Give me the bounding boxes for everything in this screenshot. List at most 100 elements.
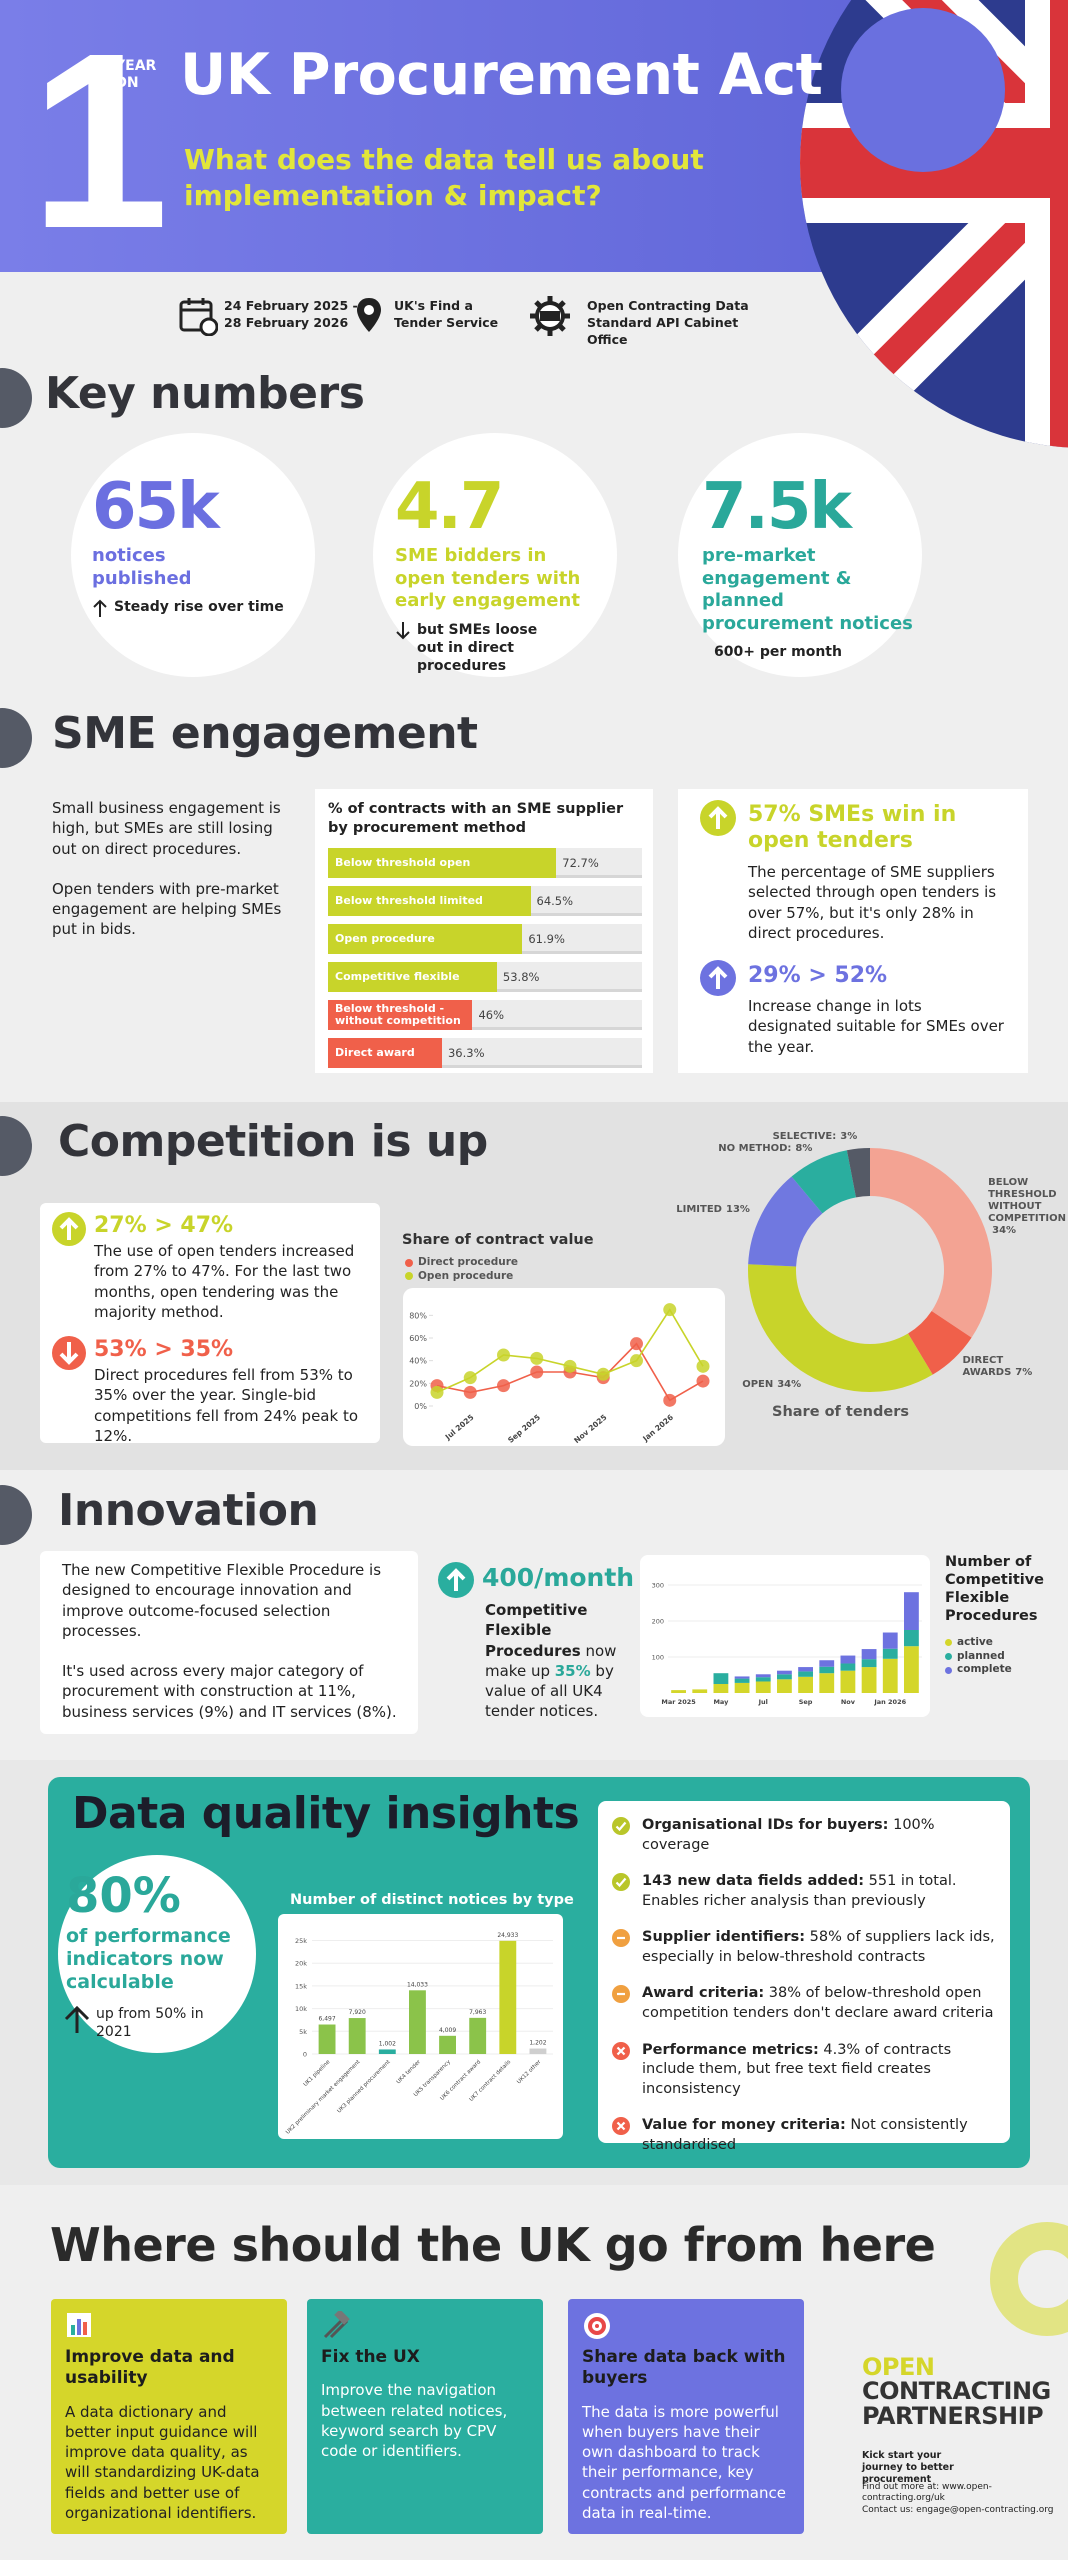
arrow-up [64, 2005, 90, 2033]
pin-icon [357, 298, 381, 332]
shape [64, 2005, 90, 2033]
slice-name: OPEN [742, 1378, 774, 1390]
tagline: Kick start your journey to better procur… [862, 2450, 954, 2485]
stat: 4.7 SME bidders in open tenders with ear… [395, 475, 610, 675]
y-tick-label: 10k [295, 2005, 307, 2013]
bar-segment [777, 1670, 792, 1675]
slice-name: LIMITED [676, 1204, 722, 1216]
value-label: 72.7% [562, 856, 599, 870]
point [497, 1348, 510, 1362]
bar-label: Below threshold - without competition [335, 1001, 461, 1027]
check-text: Award criteria: 38% of below-threshold o… [642, 1984, 1002, 2023]
shape [199, 317, 218, 336]
point [696, 1374, 710, 1388]
value-label: 14,033 [407, 1981, 428, 1988]
slice-label: OPEN 34% [661, 1379, 801, 1391]
bar-segment [819, 1673, 835, 1693]
stat-value: 7.5k [702, 470, 852, 544]
bar [378, 2049, 396, 2054]
meta-standard: Open Contracting Data Standard API Cabin… [587, 298, 749, 347]
bar-segment [861, 1649, 877, 1660]
union-flag [800, 0, 1068, 448]
arrow-up-icon [700, 960, 736, 996]
callout-title: 400/month [482, 1563, 635, 1592]
legend-swatch [945, 1639, 952, 1647]
shape [334, 2311, 350, 2325]
stat-note: but SMEs loose out in direct procedures [417, 621, 538, 674]
status-icon [612, 1929, 630, 1948]
slice-label: BELOW THRESHOLD WITHOUT COMPETITION34% [988, 1177, 1066, 1237]
section-heading: Competition is up [58, 1116, 488, 1167]
callout-card [40, 1203, 380, 1443]
legend-swatch [945, 1666, 952, 1674]
bar-segment [861, 1667, 877, 1693]
bar [469, 2017, 487, 2054]
stat-note: up from 50% in 2021 [96, 2006, 204, 2041]
check-lead: Performance metrics: [642, 2041, 819, 2058]
y-tick-label: 0 [303, 2051, 307, 2059]
point [430, 1385, 444, 1399]
status-icon [612, 1985, 630, 2004]
section-heading: SME engagement [52, 708, 478, 759]
callout-title: 29% > 52% [748, 963, 888, 988]
callout-text: Competitive Flexible Procedures now make… [485, 1600, 635, 1722]
bar-segment [692, 1689, 708, 1693]
check-item: Organisational IDs for buyers: 100% cove… [612, 1816, 1002, 1855]
value-label: 6,497 [318, 2016, 335, 2023]
point [663, 1393, 677, 1407]
slice-value: 7% [1015, 1366, 1033, 1378]
callout-card [678, 789, 1028, 1073]
partner-logo: OPEN CONTRACTING PARTNERSHIP [862, 2355, 1051, 2429]
stat-note-row: Steady rise over time [92, 598, 302, 618]
bar-label: Below threshold limited [335, 893, 483, 907]
arrow-up [93, 599, 107, 617]
chart-title: Share of tenders [772, 1404, 909, 1420]
logo-line: CONTRACTING [862, 2377, 1051, 2406]
check-detail: 551 in total. Enables richer analysis th… [642, 1873, 957, 1909]
card-icon [67, 2313, 91, 2337]
legend-item: Direct procedure [405, 1256, 518, 1270]
shape [595, 2324, 599, 2328]
legend-item: Open procedure [405, 1270, 518, 1284]
subtitle: What does the data tell us about impleme… [184, 143, 704, 212]
donut-chart: BELOW THRESHOLD WITHOUT COMPETITION34% DI… [676, 1130, 1068, 1430]
check-item: Supplier identifiers: 58% of suppliers l… [612, 1928, 1002, 1967]
x-tick-label: May [713, 1698, 729, 1706]
point [463, 1385, 477, 1399]
chart-title: Number of Competitive Flexible Procedure… [945, 1554, 1045, 1625]
shape [77, 2319, 81, 2335]
status-glyph [615, 1821, 627, 1832]
shape [708, 806, 728, 829]
status-icon [612, 1817, 630, 1835]
card-text: The data is more powerful when buyers ha… [582, 2402, 786, 2522]
x-tick-label: UK3 planned procurement [336, 2059, 392, 2115]
point [663, 1303, 677, 1317]
shape [708, 966, 728, 989]
y-tick-label: 40% [409, 1357, 427, 1366]
stacked-bar-chart: 100 200 300 Mar 2025 May Jul Sep Nov Jan 2026 [652, 1582, 922, 1706]
emphasis: Competitive Flexible Procedures [485, 1601, 588, 1660]
title: UK Procurement Act [180, 42, 823, 108]
card-text: A data dictionary and better input guida… [65, 2402, 260, 2522]
check-detail: Not consistently standardised [642, 2117, 968, 2153]
bar: Open procedure [328, 924, 523, 954]
shape [364, 305, 374, 315]
point [596, 1367, 610, 1381]
slice [846, 1148, 870, 1198]
bar-segment [713, 1673, 729, 1684]
bar-segment [755, 1674, 771, 1678]
check-item: Performance metrics: 4.3% of contracts i… [612, 2041, 1002, 2100]
year-number: 1 [30, 1, 170, 280]
card-title: Fix the UX [321, 2347, 420, 2367]
arrow-up-icon [438, 1562, 474, 1598]
x-tick-label: Sep [799, 1698, 813, 1706]
x-tick-label: Jul [758, 1698, 768, 1706]
value-label: 46% [478, 1008, 504, 1022]
status-glyph [616, 2046, 626, 2055]
section-heading: Innovation [58, 1485, 319, 1536]
shape [540, 311, 560, 321]
section-dot [0, 1485, 32, 1545]
bar-row: Open procedure 61.9% [328, 924, 642, 954]
